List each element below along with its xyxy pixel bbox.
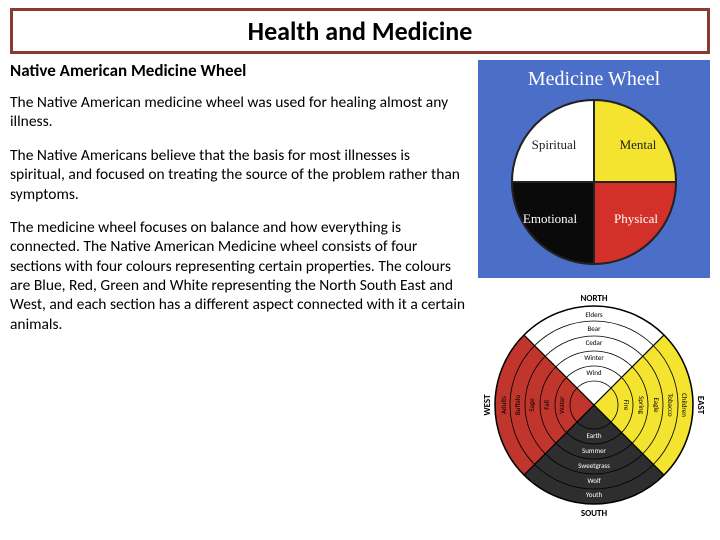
compass-wheel-panel: NORTH Elders Bear Cedar Winter Wind Eart… (478, 288, 710, 522)
image-column: Medicine Wheel Spiritual Mental Emotiona… (478, 60, 710, 522)
page-title: Health and Medicine (23, 15, 697, 47)
s-item-1: Wolf (587, 476, 601, 485)
wheel1-svg (509, 97, 679, 267)
paragraph-2: The Native Americans believe that the ba… (10, 146, 466, 204)
wheel1-graphic: Spiritual Mental Emotional Physical (509, 97, 679, 267)
subheading: Native American Medicine Wheel (10, 60, 466, 81)
w-item-3: Fall (542, 400, 551, 410)
wheel1-title: Medicine Wheel (484, 68, 704, 91)
medicine-wheel-panel: Medicine Wheel Spiritual Mental Emotiona… (478, 60, 710, 278)
paragraph-1: The Native American medicine wheel was u… (10, 93, 466, 132)
e-item-0: Children (680, 393, 689, 417)
wheel2-svg: NORTH Elders Bear Cedar Winter Wind Eart… (478, 288, 710, 522)
e-item-4: Fire (622, 400, 631, 411)
w-item-4: Water (557, 396, 566, 414)
n-item-3: Winter (584, 353, 604, 362)
label-mental: Mental (603, 137, 673, 153)
paragraph-3: The medicine wheel focuses on balance an… (10, 218, 466, 334)
n-item-4: Wind (586, 368, 602, 377)
s-item-2: Sweetgrass (578, 461, 610, 470)
dir-north: NORTH (580, 293, 607, 304)
n-item-2: Cedar (586, 338, 603, 347)
s-item-0: Youth (586, 490, 603, 499)
dir-west: WEST (482, 394, 493, 416)
e-item-2: Eagle (652, 397, 661, 413)
s-item-4: Earth (586, 431, 601, 440)
label-emotional: Emotional (515, 211, 585, 227)
label-spiritual: Spiritual (519, 137, 589, 153)
n-item-0: Elders (585, 310, 603, 319)
content-row: Native American Medicine Wheel The Nativ… (10, 60, 710, 522)
w-item-1: Buffalo (513, 395, 522, 415)
w-item-0: Adults (499, 396, 508, 414)
n-item-1: Bear (587, 324, 601, 333)
dir-east: EAST (695, 396, 706, 415)
s-item-3: Summer (582, 446, 607, 455)
title-box: Health and Medicine (10, 8, 710, 54)
text-column: Native American Medicine Wheel The Nativ… (10, 60, 470, 522)
dir-south: SOUTH (581, 508, 608, 519)
label-physical: Physical (601, 211, 671, 227)
e-item-3: Spring (637, 396, 646, 415)
w-item-2: Sage (527, 398, 536, 412)
e-item-1: Tobacco (666, 393, 675, 416)
